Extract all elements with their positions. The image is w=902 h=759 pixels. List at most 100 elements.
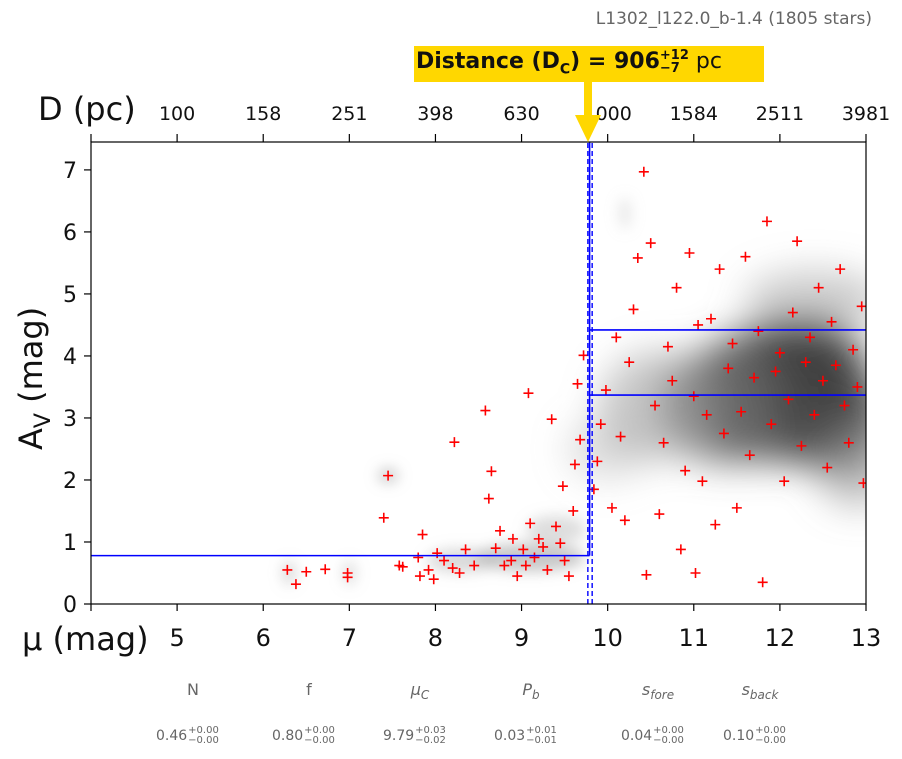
star-marker: [439, 555, 450, 566]
star-marker: [727, 338, 738, 349]
chart-title: L1302_l122.0_b-1.4 (1805 stars): [596, 9, 872, 29]
param-name: Pb: [522, 680, 540, 703]
star-marker: [718, 428, 729, 439]
star-marker: [592, 456, 603, 467]
star-marker: [706, 313, 716, 324]
star-marker: [495, 525, 506, 536]
star-marker: [542, 564, 553, 575]
star-marker: [792, 236, 803, 247]
star-marker: [701, 409, 712, 420]
star-marker: [486, 466, 497, 477]
star-marker: [858, 478, 866, 489]
star-marker: [817, 375, 828, 386]
star-marker: [693, 319, 704, 330]
distance-arrow: [575, 80, 601, 142]
star-marker: [290, 579, 301, 590]
top-tick-label: 100: [159, 103, 195, 125]
star-marker: [342, 572, 353, 583]
x-tick-label: 5: [169, 624, 184, 652]
star-marker: [658, 437, 669, 448]
top-tick-label: 3981: [842, 103, 890, 125]
star-marker: [523, 388, 534, 399]
y-tick-label: 6: [63, 221, 77, 246]
star-marker: [615, 431, 626, 442]
star-marker: [301, 566, 312, 577]
star-marker: [744, 450, 755, 461]
star-marker: [805, 332, 816, 343]
x-tick-label: 13: [851, 624, 882, 652]
top-tick-label: 630: [503, 103, 539, 125]
star-marker: [480, 405, 491, 416]
param-value: 9.79 +0.03 −0.02: [383, 725, 446, 746]
star-marker: [667, 375, 678, 386]
x-tick-label: 7: [342, 624, 357, 652]
star-marker: [512, 571, 523, 582]
star-marker: [688, 391, 699, 402]
param-name: sfore: [641, 680, 675, 703]
star-marker: [557, 481, 568, 492]
star-marker: [454, 567, 465, 578]
top-tick-label: 158: [245, 103, 281, 125]
y-tick-label: 4: [63, 345, 77, 370]
star-marker: [588, 484, 599, 495]
star-marker: [282, 564, 293, 575]
top-tick-label: 398: [417, 103, 453, 125]
param-name: sback: [741, 680, 779, 703]
x-tick-label: 11: [679, 624, 710, 652]
star-marker: [753, 326, 764, 337]
star-marker: [606, 502, 617, 513]
star-marker: [569, 459, 580, 470]
star-marker: [690, 567, 701, 578]
star-marker: [320, 564, 331, 575]
star-marker: [779, 476, 790, 487]
star-marker: [572, 378, 583, 389]
y-tick-label: 3: [63, 407, 77, 432]
star-marker: [520, 560, 531, 571]
svg-text:AV (mag): AV (mag): [12, 307, 56, 450]
distance-label: Distance (DC) = 906 +12 −7 pc: [416, 48, 722, 78]
star-marker: [624, 357, 635, 368]
x-tick-label: 8: [428, 624, 443, 652]
star-marker: [723, 363, 734, 374]
star-marker: [736, 406, 747, 417]
top-tick-label: 2511: [756, 103, 804, 125]
star-marker: [766, 419, 777, 430]
star-marker: [383, 470, 394, 481]
star-marker: [843, 437, 854, 448]
star-marker: [770, 366, 781, 377]
star-marker: [839, 400, 850, 411]
star-marker: [506, 555, 517, 566]
star-marker: [600, 385, 611, 396]
star-marker: [432, 548, 443, 559]
star-marker: [507, 533, 518, 544]
star-marker: [551, 521, 561, 532]
star-marker: [650, 400, 661, 411]
star-marker: [813, 282, 824, 293]
x-tick-label: 10: [592, 624, 623, 652]
y-tick-label: 2: [63, 469, 77, 494]
star-marker: [568, 505, 579, 516]
star-marker: [449, 437, 460, 448]
star-marker: [460, 544, 471, 555]
star-marker: [417, 529, 428, 540]
star-marker: [533, 533, 544, 544]
x-tick-label: 6: [256, 624, 271, 652]
star-marker: [680, 465, 691, 476]
star-marker: [611, 332, 622, 343]
star-marker: [490, 543, 501, 554]
star-marker: [774, 347, 785, 358]
star-marker: [848, 344, 859, 355]
y-tick-label: 1: [63, 531, 77, 556]
star-marker: [796, 440, 807, 451]
star-marker: [809, 409, 820, 420]
star-marker: [563, 571, 574, 582]
star-marker: [710, 519, 721, 530]
star-marker: [662, 341, 673, 352]
star-marker: [619, 515, 630, 526]
x-axis-label: μ (mag): [22, 620, 149, 658]
star-marker: [595, 419, 606, 430]
stars-layer: [282, 166, 866, 590]
star-marker: [654, 509, 665, 520]
star-marker: [783, 394, 794, 405]
